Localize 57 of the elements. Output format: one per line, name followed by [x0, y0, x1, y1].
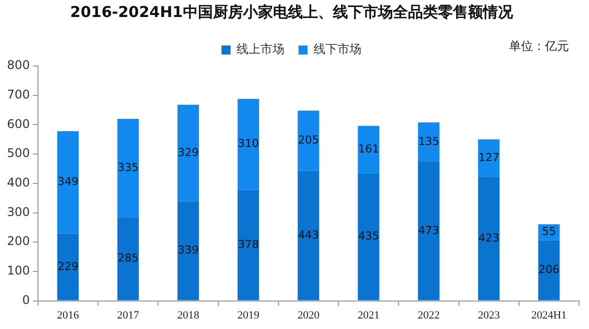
- bar: [298, 110, 320, 171]
- bar: [177, 104, 199, 202]
- data-label: 378: [238, 238, 259, 251]
- data-label: 473: [418, 224, 440, 237]
- data-label: 135: [418, 135, 440, 148]
- y-tick-label: 400: [7, 176, 30, 190]
- y-tick-label: 700: [7, 87, 30, 102]
- x-tick-label: 2023: [478, 309, 500, 322]
- data-label: 339: [178, 244, 199, 257]
- y-tick-label: 500: [7, 146, 30, 160]
- bar: [238, 190, 260, 300]
- x-tick-label: 2018: [177, 309, 200, 322]
- data-label: 205: [298, 134, 319, 147]
- bar: [57, 234, 79, 300]
- x-tick-label: 2016: [56, 309, 80, 322]
- bar: [358, 173, 380, 300]
- y-tick-label: 600: [7, 116, 30, 131]
- data-label: 55: [542, 225, 556, 238]
- y-tick-label: 200: [7, 234, 30, 248]
- data-label: 285: [118, 252, 139, 265]
- bar: [298, 170, 320, 300]
- text: 单位：亿元: [509, 39, 569, 54]
- y-tick-label: 0: [22, 292, 30, 307]
- bar: [418, 122, 440, 162]
- legend-label: 线下市场: [314, 42, 362, 56]
- chart-title: 2016-2024H1中国厨房小家电线上、线下市场全品类零售额情况: [70, 2, 514, 21]
- x-tick-label: 2017: [117, 309, 140, 322]
- data-label: 335: [118, 160, 139, 174]
- data-label: 206: [538, 263, 560, 276]
- data-label: 127: [478, 150, 500, 164]
- data-label: 349: [57, 175, 78, 188]
- bar: [358, 126, 380, 174]
- legend-label: 线上市场: [236, 42, 284, 56]
- data-label: 161: [358, 142, 380, 156]
- data-label: 329: [178, 146, 199, 159]
- bar: [117, 118, 139, 218]
- data-label: 443: [298, 228, 319, 242]
- data-label: 310: [238, 137, 259, 150]
- bar: [57, 131, 79, 234]
- bar: [117, 217, 139, 300]
- y-tick-label: 800: [7, 58, 30, 72]
- bar: [418, 162, 440, 300]
- data-label: 423: [478, 231, 500, 244]
- x-tick-label: 2019: [237, 309, 260, 322]
- x-tick-label: 2021: [358, 309, 380, 322]
- bar: [538, 240, 560, 300]
- y-tick-label: 300: [7, 204, 30, 219]
- x-tick-label: 2020: [297, 309, 320, 322]
- x-tick-label: 2022: [418, 309, 440, 322]
- bar: [478, 176, 500, 300]
- data-label: 435: [358, 230, 380, 243]
- bar: [478, 139, 500, 177]
- data-label: 229: [57, 260, 78, 273]
- y-tick-label: 100: [7, 264, 30, 278]
- x-tick-label: 2024H1: [531, 309, 567, 322]
- bar: [177, 201, 199, 300]
- bar: [238, 98, 260, 190]
